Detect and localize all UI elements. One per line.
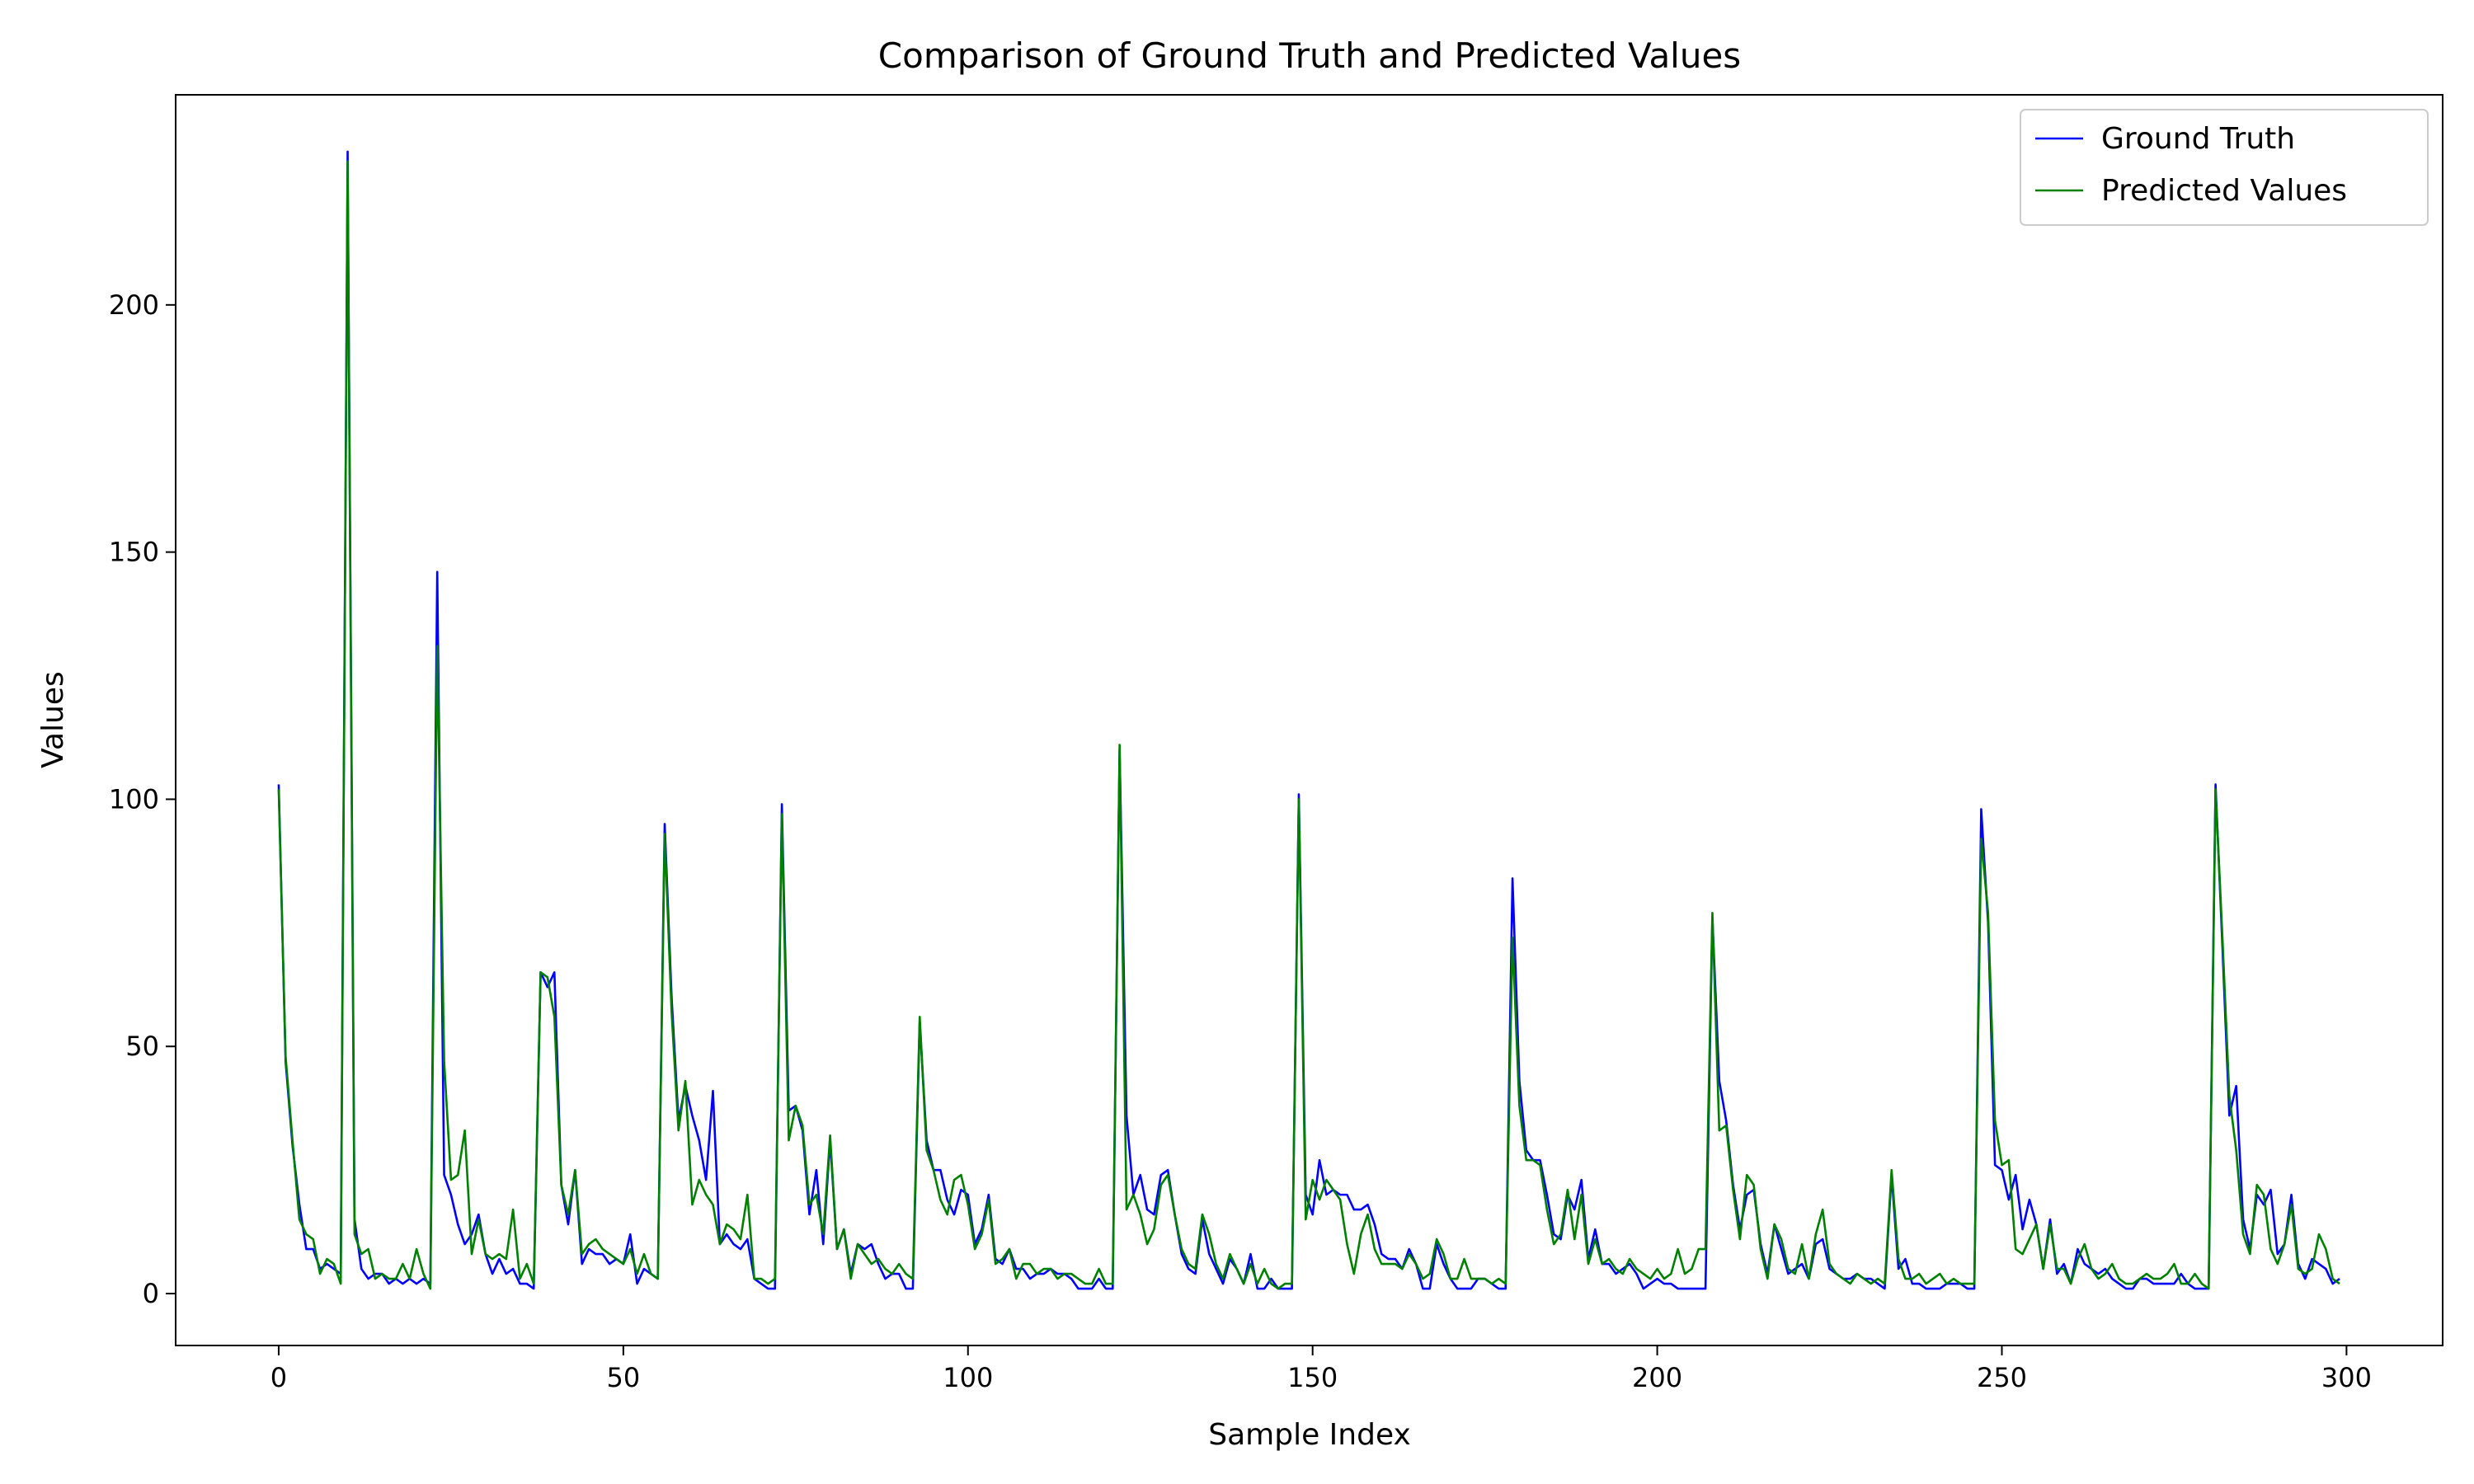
- y-tick-label: 100: [109, 783, 159, 815]
- y-axis-label: Values: [36, 671, 70, 768]
- x-tick-label: 100: [943, 1362, 993, 1393]
- data-line: [277, 150, 2340, 1290]
- y-tick-label: 0: [143, 1278, 159, 1309]
- legend-label: Ground Truth: [2101, 122, 2295, 156]
- x-tick-label: 300: [2321, 1362, 2372, 1393]
- x-tick-label: 200: [1632, 1362, 1682, 1393]
- y-tick-label: 200: [109, 289, 159, 321]
- data-line: [277, 160, 2340, 1290]
- x-tick-label: 50: [607, 1362, 641, 1393]
- x-axis-label: Sample Index: [1208, 1418, 1411, 1452]
- x-tick-label: 0: [270, 1362, 287, 1393]
- plot-frame: [175, 94, 2443, 1346]
- y-tick-label: 150: [109, 537, 159, 568]
- y-tick-label: 50: [125, 1031, 159, 1062]
- legend-box: [2020, 109, 2429, 226]
- x-tick-label: 250: [1977, 1362, 2027, 1393]
- chart-title: Comparison of Ground Truth and Predicted…: [878, 35, 1741, 76]
- x-tick-label: 150: [1287, 1362, 1338, 1393]
- legend-label: Predicted Values: [2101, 174, 2347, 208]
